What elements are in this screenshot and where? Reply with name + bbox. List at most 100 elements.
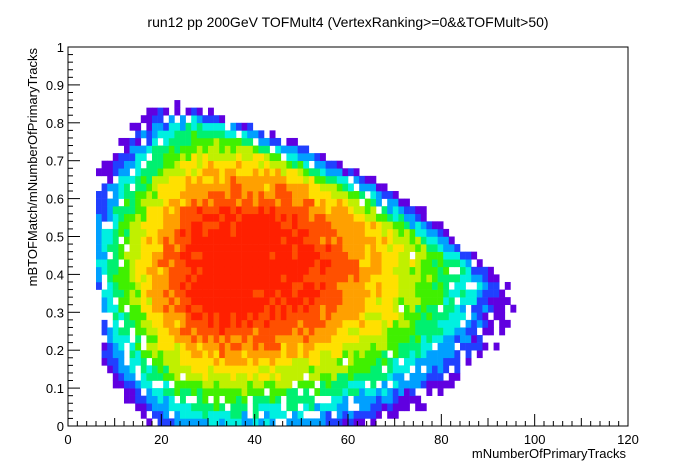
heatmap-cell (213, 350, 220, 359)
heatmap-cell (303, 168, 310, 177)
heatmap-cell (264, 281, 270, 290)
heatmap-cell (353, 274, 360, 283)
heatmap-cell (376, 312, 382, 321)
heatmap-cell (364, 403, 371, 412)
heatmap-cell (359, 327, 366, 336)
heatmap-cell (101, 304, 108, 313)
heatmap-cell (191, 281, 198, 290)
heatmap-cell (230, 403, 237, 412)
heatmap-cell (264, 410, 270, 419)
heatmap-cell (303, 251, 310, 260)
heatmap-cell (308, 168, 315, 177)
heatmap-cell (252, 191, 259, 199)
heatmap-cell (454, 357, 461, 366)
heatmap-cell (168, 319, 175, 328)
heatmap-cell (409, 380, 416, 389)
heatmap-cell (202, 236, 209, 245)
heatmap-cell (264, 395, 270, 404)
heatmap-cell (404, 395, 410, 404)
heatmap-cell (180, 335, 186, 343)
heatmap-cell (252, 236, 259, 245)
heatmap-cell (342, 228, 349, 237)
heatmap-cell (157, 198, 164, 207)
heatmap-cell (303, 145, 310, 154)
heatmap-cell (454, 350, 461, 359)
heatmap-cell (364, 198, 371, 207)
heatmap-cell (454, 319, 461, 328)
heatmap-cell (135, 380, 142, 389)
heatmap-cell (202, 244, 209, 252)
heatmap-cell (264, 251, 270, 260)
heatmap-cell (112, 191, 119, 199)
heatmap-cell (129, 153, 136, 161)
heatmap-cell (286, 160, 293, 169)
heatmap-cell (415, 289, 422, 298)
heatmap-cell (280, 206, 287, 215)
heatmap-cell (129, 319, 136, 328)
heatmap-cell (392, 403, 399, 412)
heatmap-cell (146, 342, 153, 351)
heatmap-cell (387, 312, 394, 321)
heatmap-cell (140, 372, 147, 381)
heatmap-cell (415, 266, 422, 275)
heatmap-cell (364, 266, 371, 275)
heatmap-cell (252, 403, 259, 412)
heatmap-cell (320, 418, 326, 427)
heatmap-cell (202, 342, 209, 351)
heatmap-cell (398, 312, 405, 321)
heatmap-cell (308, 183, 315, 192)
heatmap-cell (146, 274, 153, 283)
heatmap-cell (208, 289, 214, 298)
heatmap-cell (129, 350, 136, 359)
heatmap-cell (331, 365, 338, 374)
heatmap-cell (168, 206, 175, 215)
heatmap-cell (376, 289, 382, 298)
heatmap-cell (314, 297, 321, 306)
heatmap-cell (415, 342, 422, 351)
heatmap-cell (308, 380, 315, 389)
heatmap-cell (297, 206, 304, 215)
heatmap-cell (146, 160, 153, 169)
heatmap-cell (213, 281, 220, 290)
heatmap-cell (443, 259, 450, 268)
heatmap-cell (191, 342, 198, 351)
heatmap-cell (331, 206, 338, 215)
heatmap-cell (202, 372, 209, 381)
heatmap-cell (180, 122, 186, 131)
heatmap-cell (275, 380, 282, 389)
heatmap-cell (135, 153, 142, 161)
heatmap-cell (152, 335, 158, 343)
heatmap-cell (185, 259, 192, 268)
heatmap-cell (269, 418, 276, 427)
heatmap-cell (381, 380, 388, 389)
heatmap-cell (219, 319, 226, 328)
heatmap-cell (409, 327, 416, 336)
heatmap-cell (404, 213, 410, 222)
heatmap-cell (336, 175, 343, 184)
heatmap-cell (96, 168, 102, 177)
heatmap-cell (135, 236, 142, 245)
heatmap-cell (180, 418, 186, 427)
heatmap-cell (152, 244, 158, 252)
heatmap-cell (415, 380, 422, 389)
heatmap-cell (392, 395, 399, 404)
heatmap-cell (202, 251, 209, 260)
heatmap-cell (174, 312, 181, 321)
heatmap-cell (364, 183, 371, 192)
heatmap-cell (96, 206, 102, 215)
heatmap-cell (280, 297, 287, 306)
heatmap-cell (168, 281, 175, 290)
heatmap-cell (180, 410, 186, 419)
heatmap-cell (213, 175, 220, 184)
heatmap-cell (432, 327, 438, 336)
heatmap-cell (157, 319, 164, 328)
heatmap-cell (224, 251, 231, 260)
heatmap-cell (364, 297, 371, 306)
heatmap-cell (376, 213, 382, 222)
heatmap-cell (353, 175, 360, 184)
heatmap-cell (454, 327, 461, 336)
heatmap-cell (398, 281, 405, 290)
heatmap-cell (437, 289, 444, 298)
heatmap-cell (247, 266, 254, 275)
heatmap-cell (370, 312, 377, 321)
